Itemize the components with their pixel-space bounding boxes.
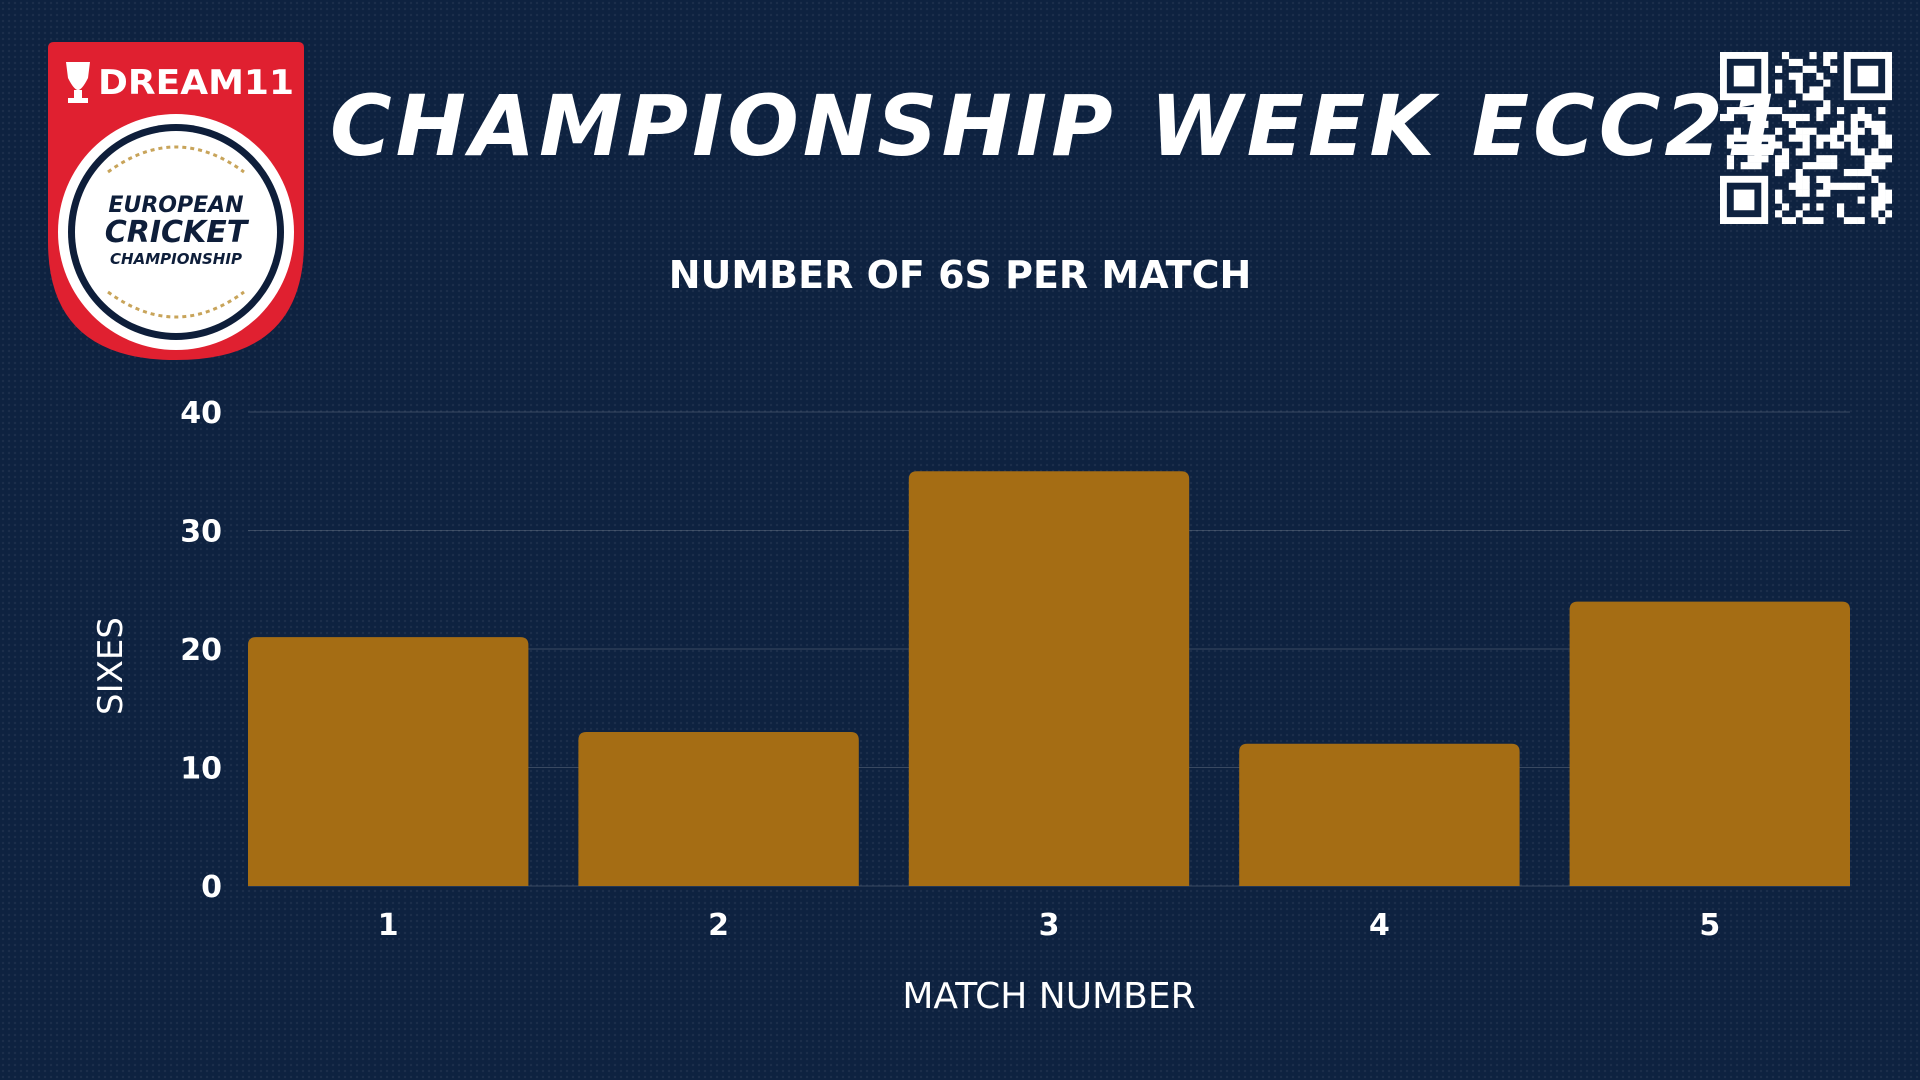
y-tick-label: 40 (180, 396, 222, 431)
dream11-logo-icon (66, 62, 90, 103)
y-tick-label: 30 (180, 515, 222, 550)
y-tick-label: 0 (201, 870, 222, 905)
x-axis-title: MATCH NUMBER (902, 976, 1195, 1017)
bar-match-3 (908, 471, 1190, 886)
ecc-logo: DREAM11 EUROPEAN CRICKET CHAMPIONSHIP (48, 42, 304, 362)
bar-match-1 (248, 637, 529, 886)
x-tick-label: 1 (378, 908, 399, 943)
page-title: CHAMPIONSHIP WEEK ECC21 (330, 77, 1790, 175)
x-tick-label: 2 (708, 908, 729, 943)
y-tick-label: 20 (180, 633, 222, 668)
x-tick-label: 5 (1699, 908, 1720, 943)
y-tick-label: 10 (180, 752, 222, 787)
logo-line-cricket: CRICKET (105, 215, 250, 250)
bar-match-5 (1569, 601, 1850, 886)
bar-match-2 (578, 731, 859, 886)
bar-match-4 (1239, 743, 1520, 886)
x-tick-label: 4 (1369, 908, 1390, 943)
logo-line-european: EUROPEAN (108, 193, 243, 218)
chart-title: NUMBER OF 6S PER MATCH (668, 253, 1252, 297)
x-tick-label: 3 (1039, 908, 1060, 943)
y-axis-title: SIXES (91, 617, 131, 715)
logo-line-championship: CHAMPIONSHIP (110, 250, 242, 268)
qr-code-icon[interactable] (1720, 52, 1892, 224)
sponsor-logo-text: DREAM11 (98, 63, 294, 103)
